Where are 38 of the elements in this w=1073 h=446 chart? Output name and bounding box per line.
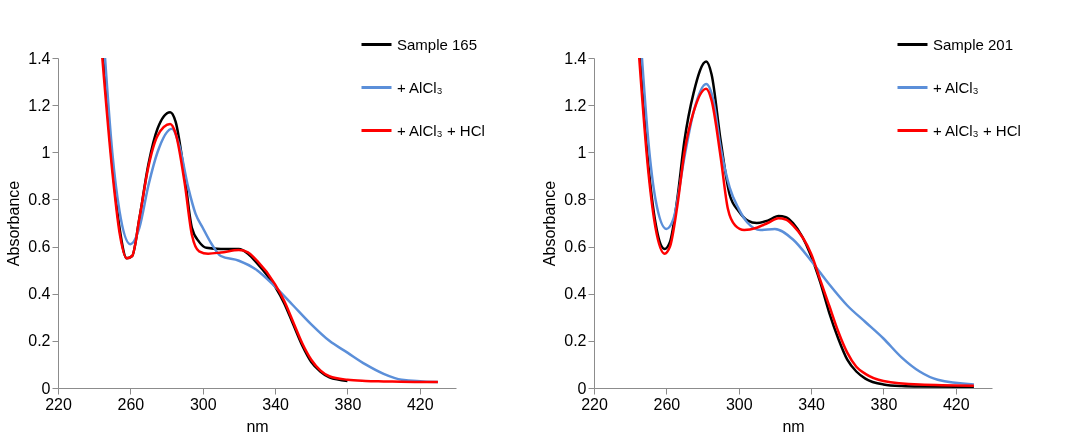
- y-tick-label: 1.4: [28, 49, 51, 67]
- legend-label: + AlCl₃: [397, 78, 443, 96]
- x-tick-label: 260: [117, 395, 145, 413]
- x-tick-label: 340: [798, 395, 826, 413]
- x-tick-label: 420: [942, 395, 970, 413]
- y-tick-label: 1.2: [28, 96, 51, 114]
- x-tick-label: 300: [189, 395, 217, 413]
- x-axis-title: nm: [782, 417, 805, 435]
- x-tick-label: 220: [581, 395, 608, 413]
- x-tick-label: 380: [334, 395, 362, 413]
- y-tick-label: 0.8: [28, 190, 51, 208]
- y-axis-title: Absorbance: [541, 180, 559, 267]
- y-tick-label: 0.6: [564, 238, 587, 256]
- x-tick-label: 380: [870, 395, 898, 413]
- x-axis-title: nm: [246, 417, 269, 435]
- legend-label: Sample 165: [397, 35, 478, 53]
- y-tick-label: 0.4: [28, 285, 51, 303]
- y-tick-label: 1.2: [564, 96, 587, 114]
- y-tick-label: 0: [577, 379, 587, 397]
- legend-label: + AlCl₃ + HCl: [397, 121, 485, 139]
- x-tick-label: 340: [262, 395, 290, 413]
- y-tick-label: 0.2: [564, 332, 587, 350]
- x-tick-label: 420: [406, 395, 434, 413]
- y-tick-label: 0.6: [28, 238, 51, 256]
- y-tick-label: 0.4: [564, 285, 587, 303]
- y-tick-label: 0: [41, 379, 51, 397]
- x-tick-label: 260: [653, 395, 681, 413]
- y-axis-title: Absorbance: [5, 180, 23, 267]
- y-tick-label: 1.4: [564, 49, 587, 67]
- x-tick-label: 220: [45, 395, 72, 413]
- legend-label: + AlCl₃: [933, 78, 979, 96]
- y-tick-label: 0.8: [564, 190, 587, 208]
- y-tick-label: 1: [41, 143, 51, 161]
- y-tick-label: 1: [577, 143, 587, 161]
- y-tick-label: 0.2: [28, 332, 51, 350]
- legend-label: Sample 201: [933, 35, 1014, 53]
- x-tick-label: 300: [725, 395, 753, 413]
- legend-label: + AlCl₃ + HCl: [933, 121, 1021, 139]
